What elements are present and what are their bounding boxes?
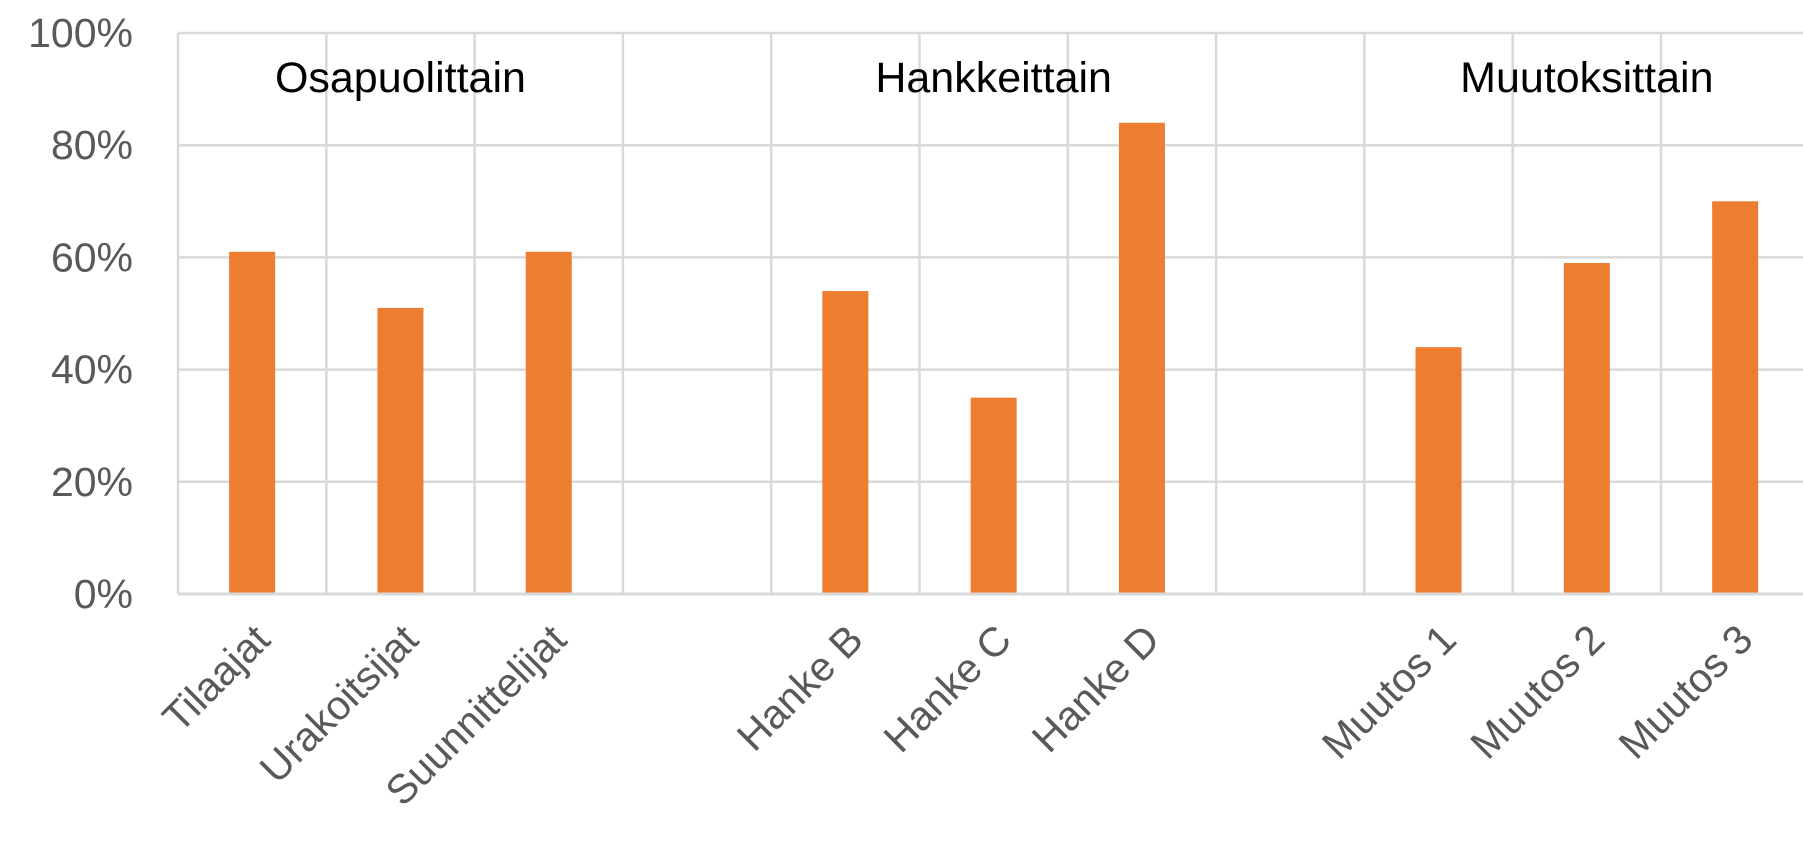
y-tick-label: 40%: [51, 347, 133, 393]
bar: [970, 397, 1017, 594]
group-title: Hankkeittain: [875, 54, 1112, 102]
bar: [1118, 122, 1165, 594]
bar: [1415, 347, 1462, 594]
bar: [377, 307, 424, 594]
x-tick-label: Muutos 1: [1313, 616, 1465, 768]
bars-layer: [178, 122, 1803, 596]
grid-layer: [176, 31, 1803, 596]
y-tick-label: 0%: [74, 571, 133, 617]
group-titles: Osapuolittain Hankkeittain Muutoksittain: [275, 54, 1714, 102]
x-tick-label: Muutos 2: [1461, 616, 1613, 768]
x-tick-label: Tilaajat: [154, 615, 279, 740]
x-tick-label: Hanke D: [1023, 616, 1168, 761]
bar: [1712, 201, 1759, 595]
y-tick-label: 60%: [51, 234, 133, 280]
y-tick-label: 100%: [28, 10, 133, 56]
x-tick-label: Hanke B: [728, 616, 872, 760]
x-tick-label: Hanke C: [875, 616, 1020, 761]
y-tick-label: 20%: [51, 459, 133, 505]
x-tick-label: Muutos 3: [1610, 616, 1762, 768]
bar: [525, 251, 572, 595]
y-axis-ticks: 0% 20% 40% 60% 80% 100%: [28, 10, 133, 617]
bar: [229, 251, 276, 595]
group-title: Osapuolittain: [275, 54, 526, 102]
y-tick-label: 80%: [51, 122, 133, 168]
bar: [1563, 263, 1610, 594]
group-title: Muutoksittain: [1460, 54, 1713, 102]
bar: [822, 291, 869, 594]
